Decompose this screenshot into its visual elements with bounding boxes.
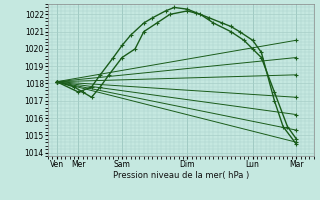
X-axis label: Pression niveau de la mer( hPa ): Pression niveau de la mer( hPa ): [113, 171, 249, 180]
